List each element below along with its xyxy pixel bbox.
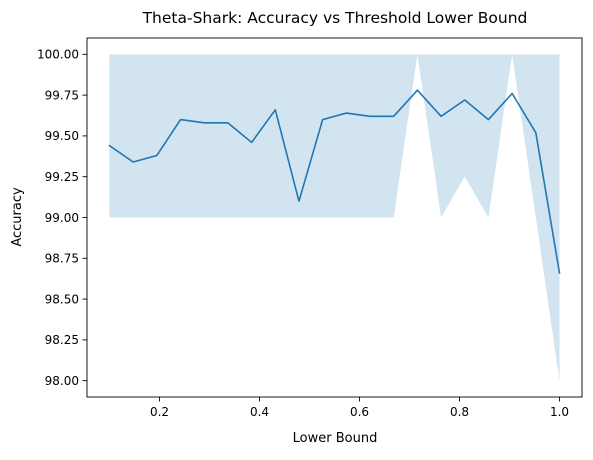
y-tick-label: 99.75: [45, 88, 79, 102]
y-tick-label: 98.25: [45, 333, 79, 347]
y-tick-label: 98.00: [45, 374, 79, 388]
x-axis-ticks: 0.2 0.4 0.6 0.8 1.0: [150, 397, 569, 419]
confidence-band-layer: [109, 54, 560, 381]
y-tick-label: 100.00: [37, 48, 79, 62]
y-tick-label: 99.25: [45, 170, 79, 184]
y-tick-label: 99.00: [45, 211, 79, 225]
y-axis-ticks: 98.00 98.25 98.50 98.75 99.00 99.25 99.50 99.75…: [37, 48, 87, 388]
x-tick-label: 0.8: [450, 405, 469, 419]
y-axis-label: Accuracy: [10, 187, 25, 247]
series-line: [108, 89, 561, 274]
series-line-layer: [108, 89, 561, 274]
y-tick-label: 98.75: [45, 252, 79, 266]
x-tick-label: 1.0: [550, 405, 569, 419]
chart-title: Theta-Shark: Accuracy vs Threshold Lower…: [142, 9, 528, 27]
x-tick-label: 0.4: [250, 405, 269, 419]
confidence-band: [109, 54, 560, 381]
x-tick-label: 0.2: [150, 405, 169, 419]
y-tick-label: 98.50: [45, 292, 79, 306]
x-axis-label: Lower Bound: [293, 431, 378, 446]
y-tick-label: 99.50: [45, 129, 79, 143]
x-tick-label: 0.6: [350, 405, 369, 419]
